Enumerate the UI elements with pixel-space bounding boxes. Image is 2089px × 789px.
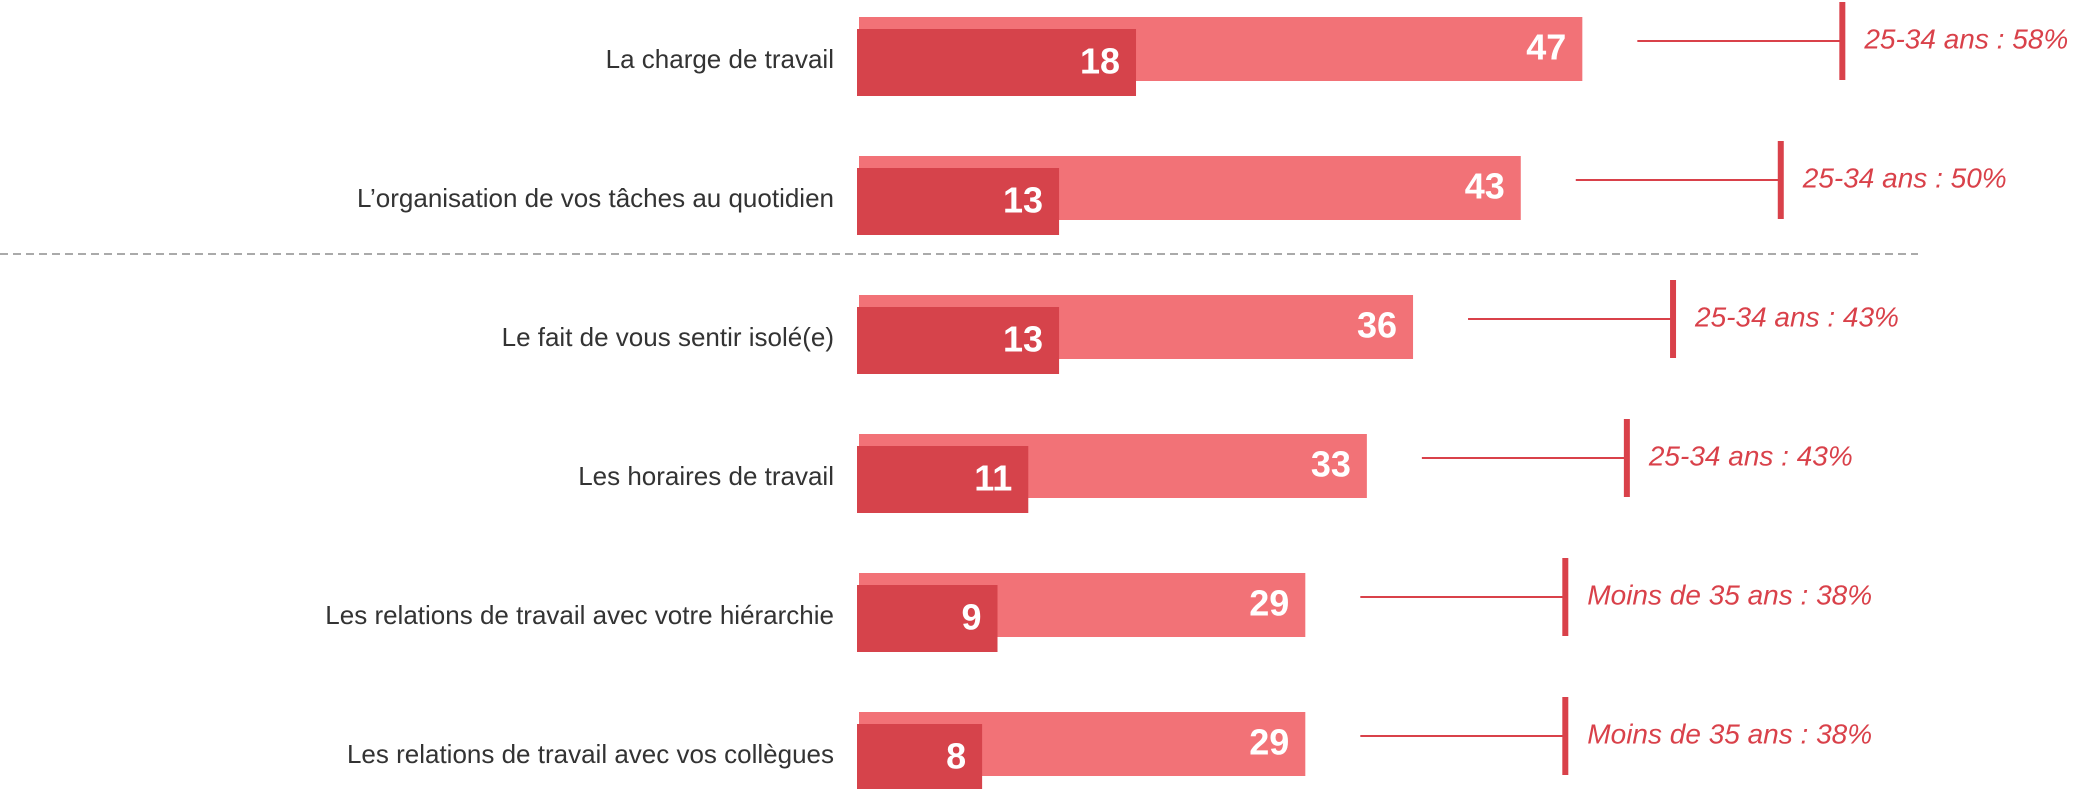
annotation: Moins de 35 ans : 38% [1587,718,1872,749]
bar [857,585,998,652]
value-label: 13 [1003,180,1043,221]
category-label: Les horaires de travail [578,461,834,491]
annotation: 25-34 ans : 58% [1863,23,2068,54]
value-label: 29 [1249,722,1289,763]
annotation: 25-34 ans : 50% [1802,162,2007,193]
annotation: 25-34 ans : 43% [1648,440,1853,471]
annotation: Moins de 35 ans : 38% [1587,579,1872,610]
value-label: 13 [1003,319,1043,360]
bar [857,446,1029,513]
category-label: La charge de travail [606,44,834,74]
value-label: 9 [961,597,981,638]
value-label: 8 [946,736,966,777]
value-label: 11 [974,458,1012,499]
bar [857,29,1137,96]
bar [857,724,983,789]
bar [857,168,1060,235]
category-label: Le fait de vous sentir isolé(e) [502,322,834,352]
category-label: Les relations de travail avec vos collèg… [347,739,834,769]
value-label: 47 [1526,27,1566,68]
value-label: 36 [1357,305,1397,346]
bar [857,307,1060,374]
value-label: 29 [1249,583,1289,624]
category-label: L’organisation de vos tâches au quotidie… [357,183,834,213]
category-label: Les relations de travail avec votre hiér… [325,600,834,630]
annotation: 25-34 ans : 43% [1694,301,1899,332]
value-label: 43 [1465,166,1505,207]
value-label: 33 [1311,444,1351,485]
value-label: 18 [1080,41,1120,82]
